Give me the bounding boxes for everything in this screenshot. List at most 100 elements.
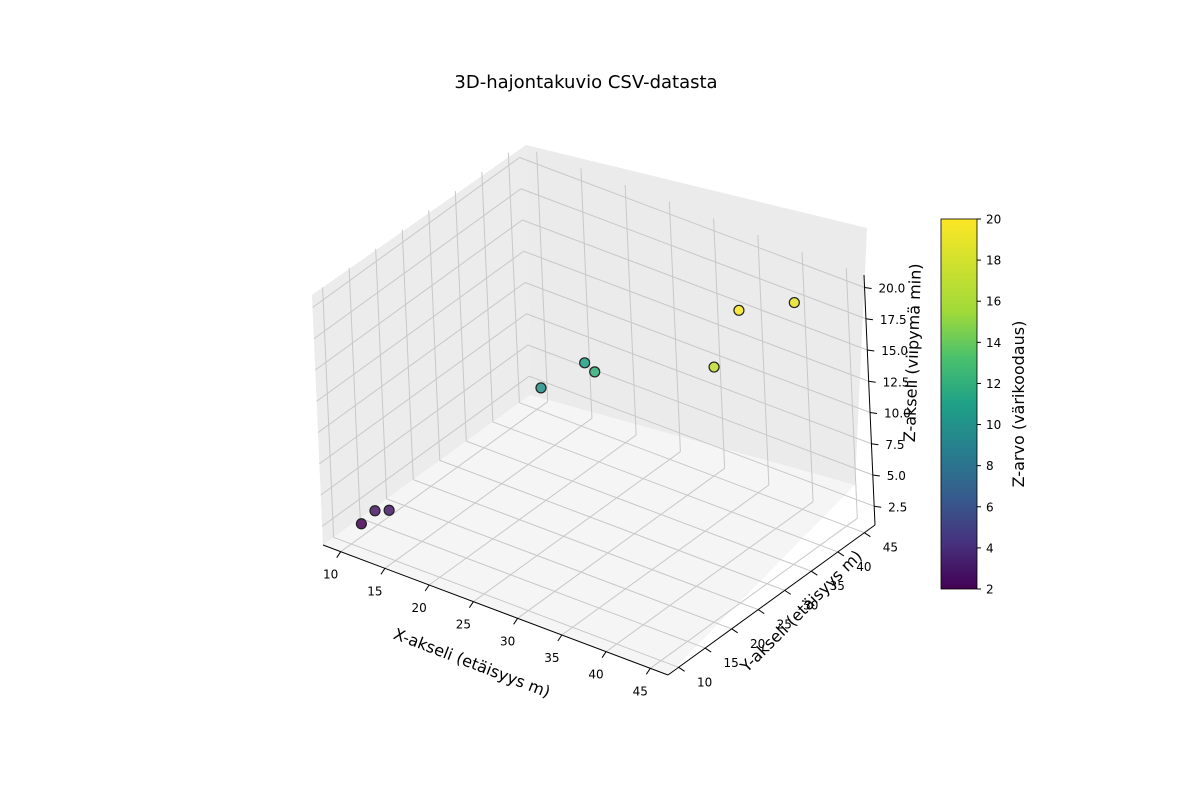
y-grid-line	[359, 517, 706, 649]
y-grid-line	[507, 152, 520, 403]
z-tick-label: 5.0	[887, 469, 906, 483]
y-grid-line	[375, 248, 388, 499]
x-tick-label: 45	[633, 684, 648, 698]
x-tick-label: 10	[323, 568, 338, 582]
x-grid-line	[473, 451, 681, 603]
y-tick-mark	[731, 628, 738, 634]
z-tick-mark	[865, 318, 873, 321]
y-grid-line	[481, 171, 494, 422]
z-tick-label: 10.0	[884, 407, 911, 421]
x-grid-line	[624, 184, 637, 436]
scatter-point	[355, 518, 367, 530]
colorbar-tick-label: 18	[986, 254, 1001, 268]
x-grid-line	[517, 467, 725, 619]
x-grid-line	[668, 201, 681, 452]
z-tick-label: 2.5	[888, 500, 907, 514]
z-grid-line	[519, 157, 865, 288]
x-grid-line	[428, 434, 637, 586]
colorbar-tick-label: 4	[986, 541, 994, 555]
y-tick-mark	[784, 589, 792, 595]
chart-title: 3D-hajontakuvio CSV-datasta	[454, 72, 717, 93]
scatter-point	[579, 357, 591, 369]
z-tick-label: 7.5	[885, 438, 904, 452]
z-grid-line	[528, 375, 875, 507]
z-grid-line	[313, 188, 522, 340]
scatter-point	[788, 296, 800, 309]
z-tick-label: 15.0	[881, 344, 908, 358]
y-tick-mark	[678, 666, 685, 672]
scatter-point	[733, 304, 745, 316]
z-grid-line	[319, 313, 527, 465]
x-grid-line	[384, 417, 593, 569]
z-tick-label: 12.5	[883, 375, 910, 389]
x-tick-label: 20	[412, 601, 427, 615]
y-grid-line	[333, 536, 679, 668]
z-tick-mark	[867, 349, 875, 352]
colorbar-ticks: 2 4 6 8 10 12 14 16 18 20	[977, 213, 1001, 597]
x-grid-line	[713, 218, 726, 469]
colorbar-tick-label: 2	[986, 583, 994, 597]
z-grid-line	[315, 219, 523, 371]
x-grid-line	[605, 501, 814, 653]
scatter-point	[369, 505, 381, 517]
z-grid-line	[320, 344, 529, 496]
x-tick-mark	[601, 651, 607, 658]
z-grid-line	[316, 250, 524, 402]
y-grid-line	[454, 191, 467, 442]
x-tick-label: 25	[456, 618, 471, 632]
colorbar-tick-label: 16	[986, 295, 1001, 309]
back-left-pane	[312, 145, 530, 545]
x-grid-line	[650, 517, 858, 669]
y-tick-label: 45	[883, 541, 898, 555]
z-axis-line	[863, 274, 876, 526]
x-axis-label: X-akseli (etäisyys m)	[391, 624, 553, 701]
y-tick-mark	[864, 532, 871, 538]
x-axis-line	[322, 544, 669, 676]
scatter-point	[383, 504, 395, 516]
data-points	[355, 296, 800, 530]
y-grid-line	[322, 287, 335, 538]
x-grid-line	[561, 484, 770, 636]
x-tick-label: 30	[500, 634, 515, 648]
x-grid-line	[340, 401, 548, 553]
z-grid-line	[520, 188, 867, 320]
x-tick-mark	[424, 584, 430, 592]
z-grid-line	[321, 375, 530, 527]
y-tick-mark	[811, 570, 818, 576]
z-tick-mark	[872, 474, 880, 477]
axis-ticks: 10 15 20 25 30 35 40 45 10 15 20 25 30 35 40 45 2.5 5.0 7.…	[322, 274, 911, 698]
y-grid-line	[519, 402, 865, 534]
x-tick-mark	[557, 634, 563, 642]
bottom-pane	[323, 395, 855, 675]
z-grid-line	[526, 313, 872, 445]
y-tick-label: 35	[830, 579, 845, 593]
x-tick-label: 15	[367, 584, 382, 598]
z-tick-label: 17.5	[880, 313, 907, 327]
x-tick-mark	[380, 568, 386, 575]
y-grid-line	[348, 268, 361, 519]
z-tick-mark	[864, 287, 872, 289]
y-tick-mark	[757, 609, 765, 615]
x-tick-mark	[645, 668, 651, 675]
colorbar-tick-label: 8	[986, 459, 994, 473]
y-grid-line	[466, 440, 812, 572]
colorbar-tick-label: 10	[986, 418, 1001, 432]
z-grid-line	[312, 157, 520, 308]
scatter-point	[589, 366, 601, 378]
y-tick-label: 30	[803, 598, 818, 612]
scatter-point	[708, 361, 720, 373]
y-grid-line	[428, 210, 441, 461]
x-tick-mark	[513, 618, 519, 625]
z-tick-mark	[874, 505, 882, 508]
colorbar-tick-label: 14	[986, 336, 1001, 350]
z-grid-line	[522, 219, 868, 351]
z-tick-label: 20.0	[879, 282, 906, 296]
x-tick-label: 40	[588, 668, 603, 682]
grid-lines	[312, 151, 875, 669]
scatter-point	[535, 382, 547, 394]
y-tick-label: 25	[777, 618, 792, 632]
x-grid-line	[536, 151, 549, 402]
y-axis-line	[667, 524, 876, 676]
x-grid-line	[757, 234, 770, 486]
